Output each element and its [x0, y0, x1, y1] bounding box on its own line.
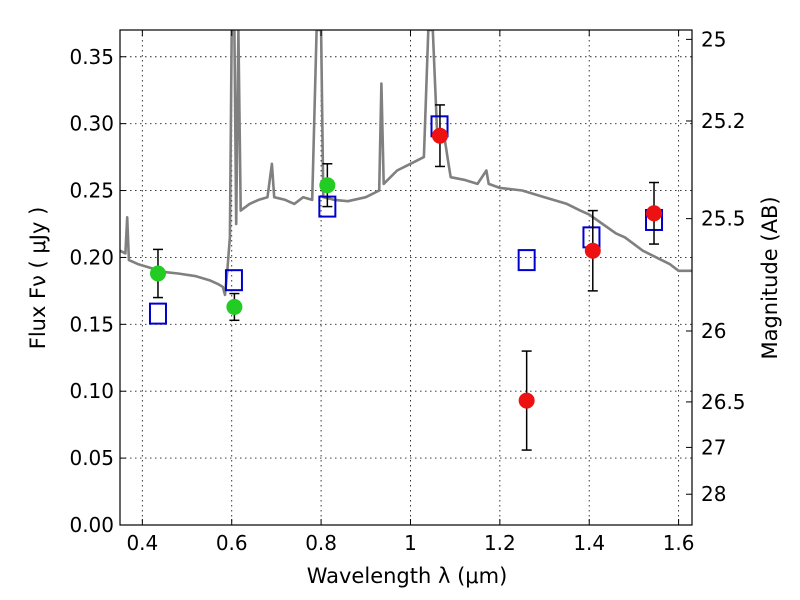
axis-ticks: 0.4 0.6 0.8 1 1.2 1.4 1.6 0.00 0.05 0.10 0.15 0.20 0… [69, 27, 745, 555]
right-tick-label: 28 [701, 482, 726, 506]
photometry-point [584, 242, 601, 259]
x-tick-label: 1.2 [484, 531, 516, 555]
y-axis-label: Flux Fν ( μJy ) [26, 207, 50, 350]
x-tick-label: 0.4 [126, 531, 158, 555]
photometry-point [149, 265, 166, 282]
right-axis-label: Magnitude (AB) [758, 196, 782, 359]
x-tick-label: 1 [404, 531, 417, 555]
right-tick-label: 26 [701, 319, 726, 343]
photometry-point [319, 177, 336, 194]
photometry-point [646, 205, 663, 222]
right-tick-label: 27 [701, 435, 726, 459]
y-tick-label: 0.25 [69, 179, 114, 203]
grid-lines [120, 30, 692, 526]
x-tick-label: 0.8 [305, 531, 337, 555]
model-photometry-square [148, 302, 167, 325]
right-tick-label: 26.5 [701, 390, 746, 414]
model-photometry-square [224, 269, 243, 292]
x-tick-label: 0.6 [216, 531, 248, 555]
y-tick-label: 0.35 [69, 45, 114, 69]
y-tick-label: 0.15 [69, 312, 114, 336]
y-tick-label: 0.00 [69, 513, 114, 537]
photometry-point [518, 392, 535, 409]
spectrum-line [120, 30, 692, 297]
right-tick-label: 25.2 [701, 109, 746, 133]
model-spectrum [120, 30, 692, 297]
x-axis-label: Wavelength λ (μm) [307, 564, 508, 588]
plot-frame [119, 29, 693, 526]
right-tick-label: 25.5 [701, 207, 746, 231]
y-tick-label: 0.20 [69, 245, 114, 269]
x-tick-label: 1.6 [663, 531, 695, 555]
x-tick-label: 1.4 [573, 531, 605, 555]
model-photometry-square [517, 249, 536, 272]
photometry-point [431, 127, 448, 144]
y-tick-label: 0.10 [69, 379, 114, 403]
photometry-point [226, 298, 243, 315]
right-tick-label: 25 [701, 27, 726, 51]
photometry-markers [148, 104, 664, 451]
y-tick-label: 0.30 [69, 112, 114, 136]
y-tick-label: 0.05 [69, 446, 114, 470]
